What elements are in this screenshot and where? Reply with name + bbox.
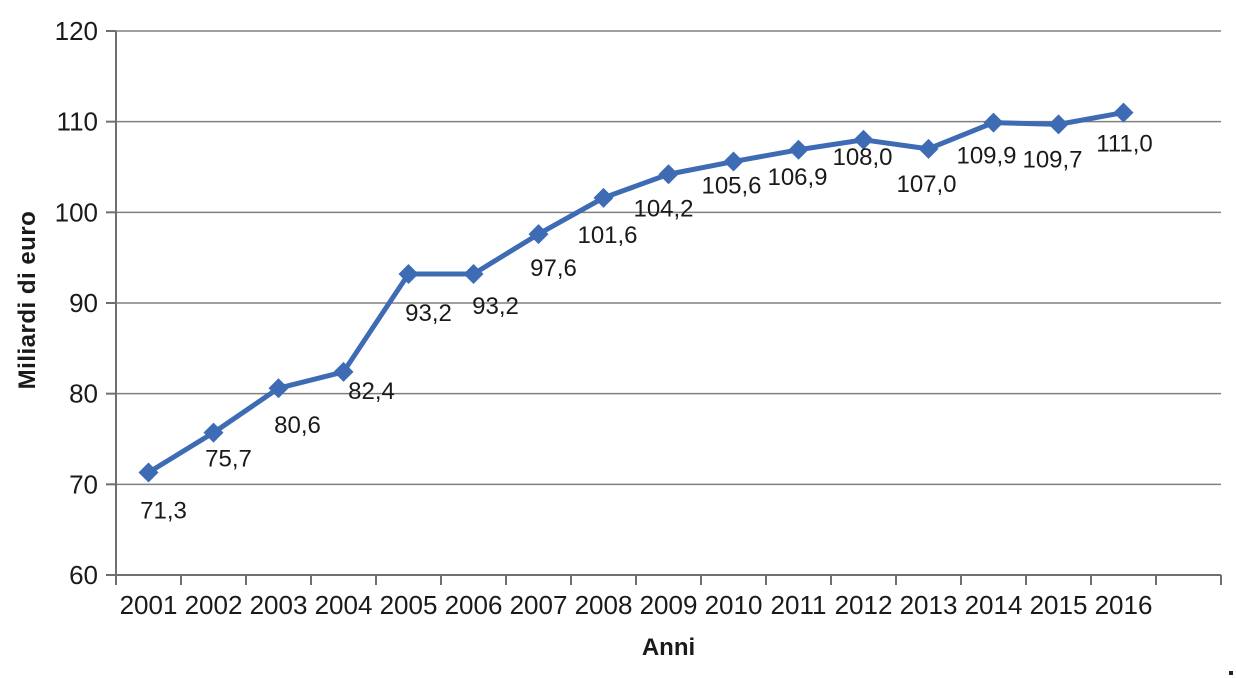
- data-point-marker: [658, 164, 679, 185]
- data-point-marker: [593, 187, 614, 208]
- y-tick-label: 60: [69, 560, 98, 590]
- data-label: 101,6: [577, 222, 637, 249]
- data-point-marker: [398, 263, 419, 284]
- y-tick-label: 110: [57, 107, 98, 137]
- data-label: 93,2: [472, 293, 519, 320]
- x-tick-label: 2004: [315, 590, 373, 620]
- x-tick-label: 2008: [575, 590, 633, 620]
- data-label: 106,9: [767, 164, 827, 191]
- data-label: 111,0: [1096, 131, 1153, 158]
- y-axis-title: Miliardi di euro: [14, 210, 41, 390]
- x-tick-label: 2003: [250, 590, 308, 620]
- data-point-marker: [333, 361, 354, 382]
- x-tick-label: 2009: [640, 590, 698, 620]
- x-tick-label: 2014: [965, 590, 1023, 620]
- data-point-marker: [138, 462, 159, 483]
- x-tick-label: 2002: [185, 590, 243, 620]
- x-tick-label: 2011: [771, 590, 827, 620]
- y-tick-label: 120: [55, 16, 98, 46]
- x-tick-label: 2001: [120, 590, 178, 620]
- y-tick-label: 90: [69, 288, 98, 318]
- y-tick-label: 80: [69, 379, 98, 409]
- y-tick-label: 70: [69, 469, 98, 499]
- data-point-marker: [463, 263, 484, 284]
- x-tick-label: 2015: [1030, 590, 1088, 620]
- x-tick-label: 2007: [510, 590, 568, 620]
- data-label: 80,6: [274, 412, 321, 439]
- data-label: 109,9: [956, 143, 1016, 170]
- data-point-marker: [203, 422, 224, 443]
- data-label: 108,0: [832, 144, 892, 171]
- data-point-marker: [983, 112, 1004, 133]
- corner-artifact-dot: [1229, 671, 1233, 675]
- data-label: 97,6: [530, 255, 577, 282]
- data-label: 107,0: [896, 171, 956, 198]
- data-label: 109,7: [1022, 146, 1082, 173]
- data-label: 104,2: [633, 195, 693, 222]
- data-point-marker: [788, 139, 809, 160]
- data-label: 82,4: [348, 378, 395, 405]
- data-label: 71,3: [140, 498, 187, 525]
- x-tick-label: 2010: [705, 590, 763, 620]
- data-point-marker: [268, 378, 289, 399]
- data-point-marker: [1113, 102, 1134, 123]
- data-point-marker: [853, 129, 874, 150]
- series-line: [146, 110, 1126, 476]
- data-point-marker: [1048, 114, 1069, 135]
- data-label: 93,2: [405, 300, 452, 327]
- x-axis-title: Anni: [641, 634, 696, 661]
- x-tick-label: 2016: [1095, 590, 1153, 620]
- x-tick-label: 2006: [445, 590, 503, 620]
- data-label: 75,7: [205, 446, 252, 473]
- x-tick-label: 2013: [900, 590, 958, 620]
- x-tick-label: 2012: [835, 590, 893, 620]
- data-point-marker: [528, 224, 549, 245]
- data-point-marker: [723, 151, 744, 172]
- x-tick-label: 2005: [380, 590, 438, 620]
- y-tick-label: 100: [55, 197, 98, 227]
- data-point-marker: [918, 138, 939, 159]
- data-label: 105,6: [701, 173, 761, 200]
